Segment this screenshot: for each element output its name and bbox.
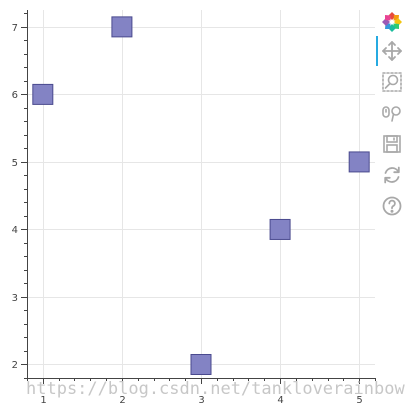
data-point-5[interactable] — [348, 151, 370, 173]
y-tick-label-3: 3 — [12, 293, 18, 304]
y-tick-label-7: 7 — [12, 23, 18, 34]
x-tick-label-3: 3 — [198, 395, 204, 406]
y-axis-ticks: 2 3 4 5 6 7 — [12, 13, 27, 379]
data-point-2[interactable] — [111, 16, 133, 38]
y-tick-label-2: 2 — [12, 360, 18, 371]
data-points[interactable] — [32, 16, 370, 375]
plot-toolbar — [376, 8, 409, 228]
reset-icon[interactable] — [380, 163, 404, 187]
help-icon[interactable] — [380, 194, 404, 218]
x-tick-label-5: 5 — [356, 395, 362, 406]
data-point-3[interactable] — [190, 353, 212, 375]
x-tick-label-4: 4 — [277, 395, 283, 406]
active-tool-indicator — [376, 36, 378, 66]
x-axis-ticks: 1 2 3 4 5 — [27, 378, 376, 406]
box-zoom-icon[interactable] — [380, 70, 404, 94]
grid-lines — [27, 10, 375, 378]
wheel-zoom-icon[interactable] — [380, 101, 404, 125]
data-point-4[interactable] — [269, 218, 291, 240]
save-icon[interactable] — [380, 132, 404, 156]
y-tick-label-4: 4 — [12, 225, 18, 236]
y-tick-label-5: 5 — [12, 158, 18, 169]
bokeh-logo-icon[interactable] — [380, 10, 404, 34]
x-tick-label-1: 1 — [40, 395, 46, 406]
watermark-text: https://blog.csdn.net/tankloverainbow — [26, 379, 405, 399]
x-tick-label-2: 2 — [119, 395, 125, 406]
pan-icon[interactable] — [380, 39, 404, 63]
y-tick-label-6: 6 — [12, 90, 18, 101]
data-point-1[interactable] — [32, 83, 54, 105]
